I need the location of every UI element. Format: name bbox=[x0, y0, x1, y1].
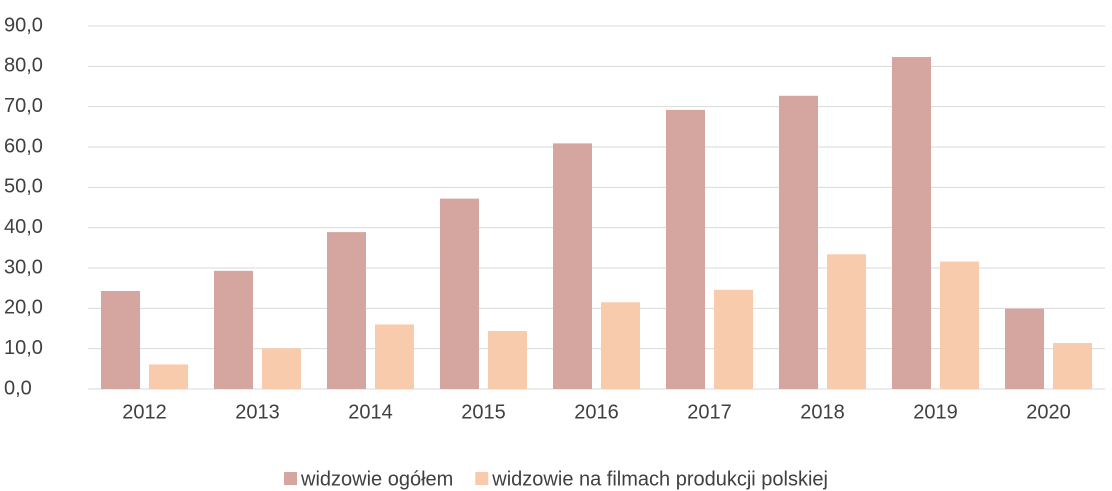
bar bbox=[488, 330, 527, 389]
y-tick-label: 10,0 bbox=[4, 337, 43, 359]
x-tick-label: 2013 bbox=[235, 401, 280, 423]
y-tick-label: 20,0 bbox=[4, 297, 43, 319]
bar bbox=[553, 143, 592, 389]
bar bbox=[892, 57, 931, 389]
bar bbox=[262, 348, 301, 389]
y-tick-label: 80,0 bbox=[4, 55, 43, 77]
y-tick-label: 70,0 bbox=[4, 95, 43, 117]
bar bbox=[327, 232, 366, 389]
bar bbox=[779, 95, 818, 389]
y-tick-label: 60,0 bbox=[4, 135, 43, 157]
bar bbox=[666, 109, 705, 389]
x-tick-label: 2012 bbox=[122, 401, 167, 423]
bar bbox=[940, 261, 979, 389]
legend-swatch bbox=[475, 472, 489, 485]
x-tick-label: 2017 bbox=[687, 401, 732, 423]
bar bbox=[149, 364, 188, 389]
x-tick-label: 2018 bbox=[800, 401, 845, 423]
x-tick-label: 2015 bbox=[461, 401, 506, 423]
bar bbox=[214, 270, 253, 389]
y-tick-label: 0,0 bbox=[4, 377, 32, 399]
legend-label: widzowie na filmach produkcji polskiej bbox=[491, 468, 828, 490]
bar bbox=[601, 302, 640, 389]
y-tick-label: 90,0 bbox=[4, 14, 43, 36]
x-tick-label: 2020 bbox=[1026, 401, 1071, 423]
bar bbox=[375, 324, 414, 389]
x-tick-label: 2016 bbox=[574, 401, 619, 423]
y-tick-label: 50,0 bbox=[4, 176, 43, 198]
bar bbox=[827, 254, 866, 389]
bar bbox=[101, 290, 140, 389]
x-tick-label: 2014 bbox=[348, 401, 393, 423]
bar bbox=[1005, 308, 1044, 389]
bar bbox=[1053, 343, 1092, 389]
bar bbox=[714, 289, 753, 389]
legend-swatch bbox=[284, 472, 297, 485]
y-tick-label: 30,0 bbox=[4, 256, 43, 278]
y-tick-label: 40,0 bbox=[4, 216, 43, 238]
legend-label: widzowie ogółem bbox=[300, 468, 453, 490]
bar bbox=[440, 198, 479, 389]
x-tick-label: 2019 bbox=[913, 401, 958, 423]
